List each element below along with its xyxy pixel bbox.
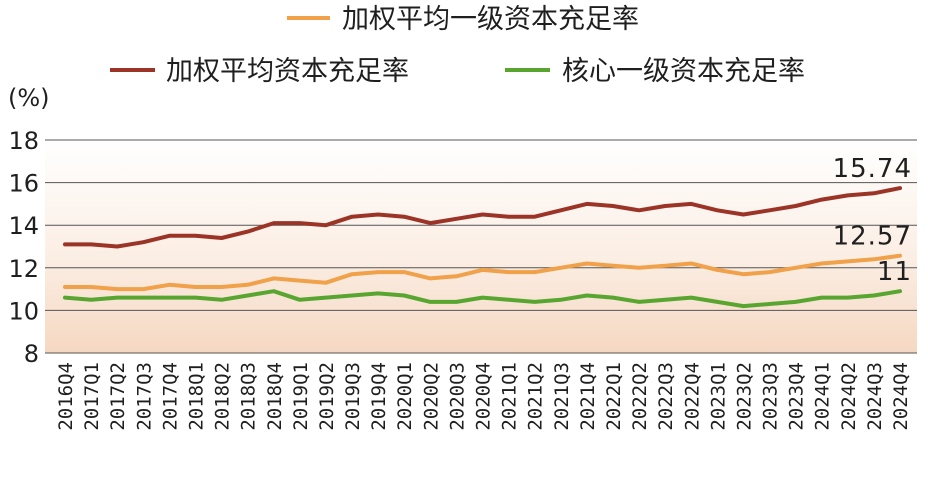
x-tick-label: 2017Q2 <box>107 362 129 431</box>
x-tick-label: 2021Q1 <box>499 362 521 431</box>
x-tick-label: 2022Q2 <box>629 362 651 431</box>
x-tick-label: 2020Q2 <box>420 362 442 431</box>
x-tick-label: 2019Q3 <box>342 362 364 431</box>
y-axis-ticks: 8 10 12 14 16 18 <box>8 127 39 368</box>
y-tick-label: 18 <box>8 127 39 155</box>
x-tick-label: 2016Q4 <box>55 362 77 431</box>
x-tick-label: 2018Q1 <box>185 362 207 431</box>
x-tick-label: 2020Q4 <box>473 362 495 431</box>
x-tick-label: 2022Q3 <box>655 362 677 431</box>
x-tick-label: 2022Q1 <box>603 362 625 431</box>
legend: 加权平均一级资本充足率 加权平均资本充足率 核心一级资本充足率 <box>110 4 805 87</box>
legend-label-tier1: 加权平均一级资本充足率 <box>342 4 639 35</box>
x-tick-label: 2017Q3 <box>133 362 155 431</box>
x-tick-label: 2017Q1 <box>81 362 103 431</box>
x-tick-label: 2024Q2 <box>838 362 860 431</box>
x-tick-label: 2023Q2 <box>733 362 755 431</box>
plot-area <box>45 140 917 353</box>
x-axis-ticks: 2016Q4 2017Q1 2017Q2 2017Q3 2017Q4 2018Q1 2018… <box>55 362 912 431</box>
x-tick-label: 2023Q3 <box>760 362 782 431</box>
x-tick-label: 2022Q4 <box>681 362 703 431</box>
x-tick-label: 2021Q4 <box>577 362 599 431</box>
y-axis-unit: (%) <box>8 84 50 112</box>
x-tick-label: 2021Q3 <box>551 362 573 431</box>
y-tick-label: 16 <box>8 170 39 198</box>
x-tick-label: 2019Q2 <box>316 362 338 431</box>
series-line-total <box>63 186 902 249</box>
end-labels: 12.57 15.74 11 <box>833 154 912 287</box>
x-tick-label: 2019Q1 <box>290 362 312 431</box>
x-tick-label: 2024Q3 <box>864 362 886 431</box>
x-tick-label: 2023Q4 <box>786 362 808 431</box>
series-line-tier1 <box>63 253 902 292</box>
x-tick-label: 2024Q4 <box>890 362 912 431</box>
end-label-total: 15.74 <box>833 154 912 184</box>
series-lines <box>63 186 902 309</box>
x-tick-label: 2018Q3 <box>238 362 260 431</box>
x-tick-label: 2019Q4 <box>368 362 390 431</box>
y-tick-label: 10 <box>8 297 39 325</box>
y-tick-label: 14 <box>8 212 39 240</box>
x-tick-label: 2018Q2 <box>212 362 234 431</box>
x-tick-label: 2018Q4 <box>264 362 286 431</box>
grid-lines <box>45 139 917 354</box>
y-tick-label: 12 <box>8 255 39 283</box>
y-tick-label: 8 <box>24 340 39 368</box>
legend-label-total: 加权平均资本充足率 <box>166 56 409 87</box>
end-label-tier1: 12.57 <box>833 222 912 252</box>
x-tick-label: 2020Q3 <box>446 362 468 431</box>
end-label-core: 11 <box>877 257 912 287</box>
series-line-core <box>63 289 902 309</box>
x-tick-label: 2021Q2 <box>525 362 547 431</box>
x-tick-label: 2020Q1 <box>394 362 416 431</box>
x-tick-label: 2023Q1 <box>707 362 729 431</box>
x-tick-label: 2017Q4 <box>159 362 181 431</box>
x-tick-label: 2024Q1 <box>812 362 834 431</box>
legend-label-core: 核心一级资本充足率 <box>562 56 805 87</box>
